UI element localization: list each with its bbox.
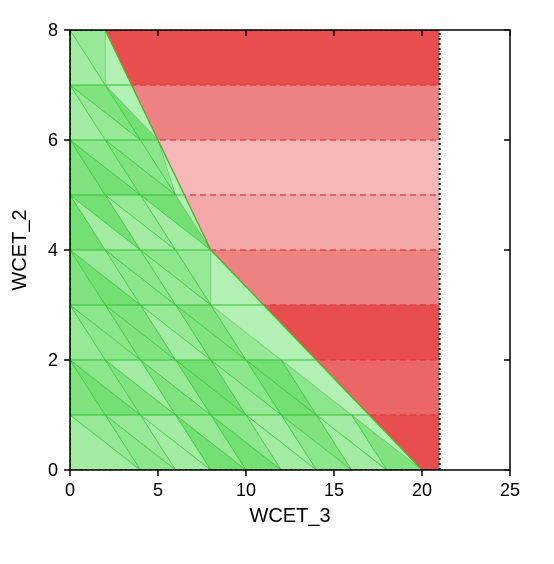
y-tick-label: 8 [48,20,58,40]
x-tick-label: 20 [412,480,432,500]
x-tick-label: 10 [236,480,256,500]
x-tick-label: 25 [500,480,520,500]
y-axis-label: WCET_2 [9,209,31,290]
y-tick-label: 0 [48,460,58,480]
x-tick-label: 5 [153,480,163,500]
y-tick-label: 2 [48,350,58,370]
x-tick-label: 15 [324,480,344,500]
region-chart: 0 5 10 15 20 25 0 2 4 6 8 WCET_3 WCET_2 [0,0,554,564]
y-tick-label: 4 [48,240,58,260]
x-axis-label: WCET_3 [249,505,330,527]
chart-container: 0 5 10 15 20 25 0 2 4 6 8 WCET_3 WCET_2 [0,0,554,564]
x-tick-label: 0 [65,480,75,500]
y-tick-label: 6 [48,130,58,150]
